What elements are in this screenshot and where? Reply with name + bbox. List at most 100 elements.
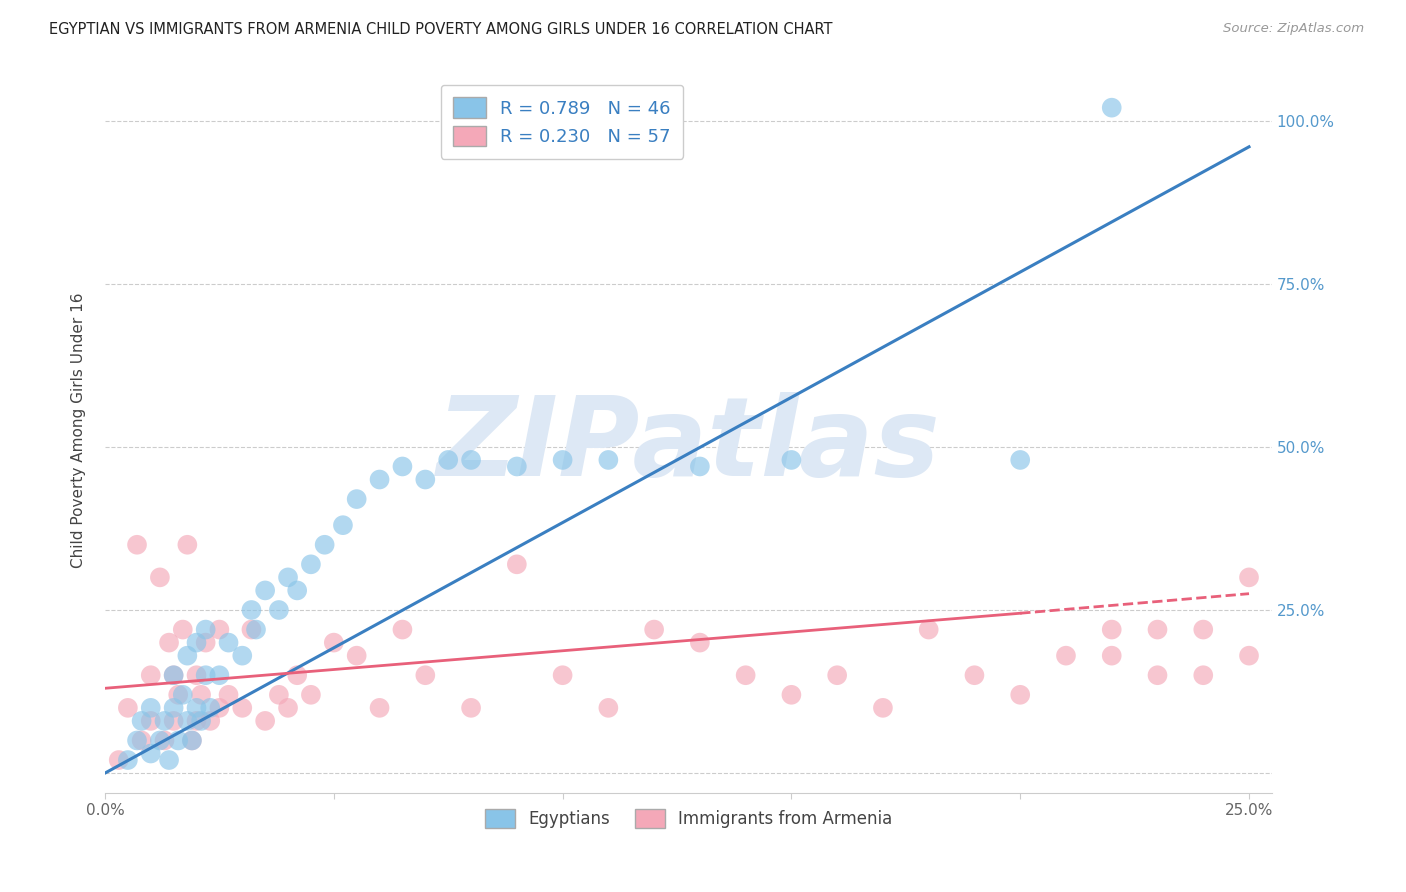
Point [149, 733, 172, 747]
Point [437, 453, 460, 467]
Point [277, 570, 299, 584]
Point [346, 648, 368, 663]
Point [643, 623, 665, 637]
Point [176, 648, 198, 663]
Point [181, 733, 204, 747]
Point [139, 668, 162, 682]
Point [460, 701, 482, 715]
Point [186, 668, 208, 682]
Point [157, 635, 180, 649]
Point [825, 668, 848, 682]
Point [186, 635, 208, 649]
Point [368, 473, 391, 487]
Point [162, 714, 184, 728]
Point [245, 623, 267, 637]
Point [689, 459, 711, 474]
Point [506, 459, 529, 474]
Point [872, 701, 894, 715]
Point [172, 623, 194, 637]
Point [153, 733, 176, 747]
Point [117, 701, 139, 715]
Point [285, 583, 308, 598]
Point [200, 701, 222, 715]
Point [172, 688, 194, 702]
Text: EGYPTIAN VS IMMIGRANTS FROM ARMENIA CHILD POVERTY AMONG GIRLS UNDER 16 CORRELATI: EGYPTIAN VS IMMIGRANTS FROM ARMENIA CHIL… [49, 22, 832, 37]
Point [194, 635, 217, 649]
Point [149, 570, 172, 584]
Point [107, 753, 129, 767]
Point [277, 701, 299, 715]
Point [186, 701, 208, 715]
Point [194, 623, 217, 637]
Point [780, 453, 803, 467]
Point [125, 538, 148, 552]
Point [186, 714, 208, 728]
Point [125, 733, 148, 747]
Point [131, 733, 153, 747]
Point [1146, 623, 1168, 637]
Point [167, 688, 190, 702]
Point [240, 623, 263, 637]
Point [139, 701, 162, 715]
Point [167, 733, 190, 747]
Point [267, 603, 290, 617]
Point [218, 635, 240, 649]
Point [963, 668, 986, 682]
Point [176, 714, 198, 728]
Point [176, 538, 198, 552]
Legend: Egyptians, Immigrants from Armenia: Egyptians, Immigrants from Armenia [478, 803, 898, 835]
Point [598, 701, 620, 715]
Point [598, 453, 620, 467]
Point [734, 668, 756, 682]
Point [218, 688, 240, 702]
Point [1101, 648, 1123, 663]
Point [415, 668, 437, 682]
Point [551, 453, 574, 467]
Point [391, 623, 413, 637]
Point [1237, 570, 1260, 584]
Y-axis label: Child Poverty Among Girls Under 16: Child Poverty Among Girls Under 16 [72, 293, 86, 568]
Point [1237, 648, 1260, 663]
Text: ZIPatlas: ZIPatlas [437, 392, 941, 499]
Point [117, 753, 139, 767]
Point [1010, 453, 1032, 467]
Point [139, 714, 162, 728]
Point [208, 623, 231, 637]
Point [254, 714, 277, 728]
Point [299, 688, 322, 702]
Point [254, 583, 277, 598]
Point [162, 668, 184, 682]
Point [200, 714, 222, 728]
Point [1101, 101, 1123, 115]
Point [1010, 688, 1032, 702]
Point [1101, 623, 1123, 637]
Point [1054, 648, 1077, 663]
Point [153, 714, 176, 728]
Point [506, 558, 529, 572]
Point [415, 473, 437, 487]
Point [181, 733, 204, 747]
Point [162, 701, 184, 715]
Point [322, 635, 344, 649]
Point [285, 668, 308, 682]
Point [332, 518, 354, 533]
Point [231, 701, 253, 715]
Point [299, 558, 322, 572]
Point [194, 668, 217, 682]
Point [368, 701, 391, 715]
Point [131, 714, 153, 728]
Point [780, 688, 803, 702]
Point [918, 623, 941, 637]
Point [391, 459, 413, 474]
Point [1192, 623, 1215, 637]
Text: Source: ZipAtlas.com: Source: ZipAtlas.com [1223, 22, 1364, 36]
Point [157, 753, 180, 767]
Point [208, 668, 231, 682]
Point [208, 701, 231, 715]
Point [139, 747, 162, 761]
Point [1146, 668, 1168, 682]
Point [231, 648, 253, 663]
Point [240, 603, 263, 617]
Point [267, 688, 290, 702]
Point [551, 668, 574, 682]
